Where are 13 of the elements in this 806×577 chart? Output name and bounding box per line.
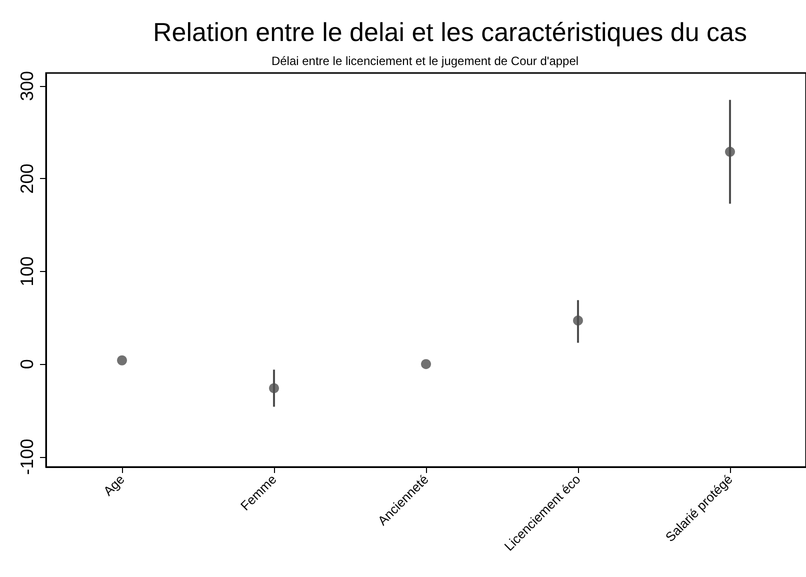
point [573, 316, 583, 326]
y-tick-label: 300 [17, 70, 37, 101]
chart-title: Relation entre le delai et les caractéristiques du cas [153, 17, 747, 47]
chart-subtitle: Délai entre le licenciement et le jugement de Cour d'appel [271, 54, 579, 68]
point [269, 383, 279, 394]
point [117, 355, 127, 366]
y-tick-label: 200 [17, 164, 37, 194]
x-tick-label: Age [100, 472, 128, 499]
y-tick-label: -100 [17, 438, 37, 475]
point [725, 146, 735, 157]
y-tick-label: 100 [17, 256, 37, 286]
y-tick-label: 0 [17, 359, 37, 370]
point [421, 359, 431, 370]
